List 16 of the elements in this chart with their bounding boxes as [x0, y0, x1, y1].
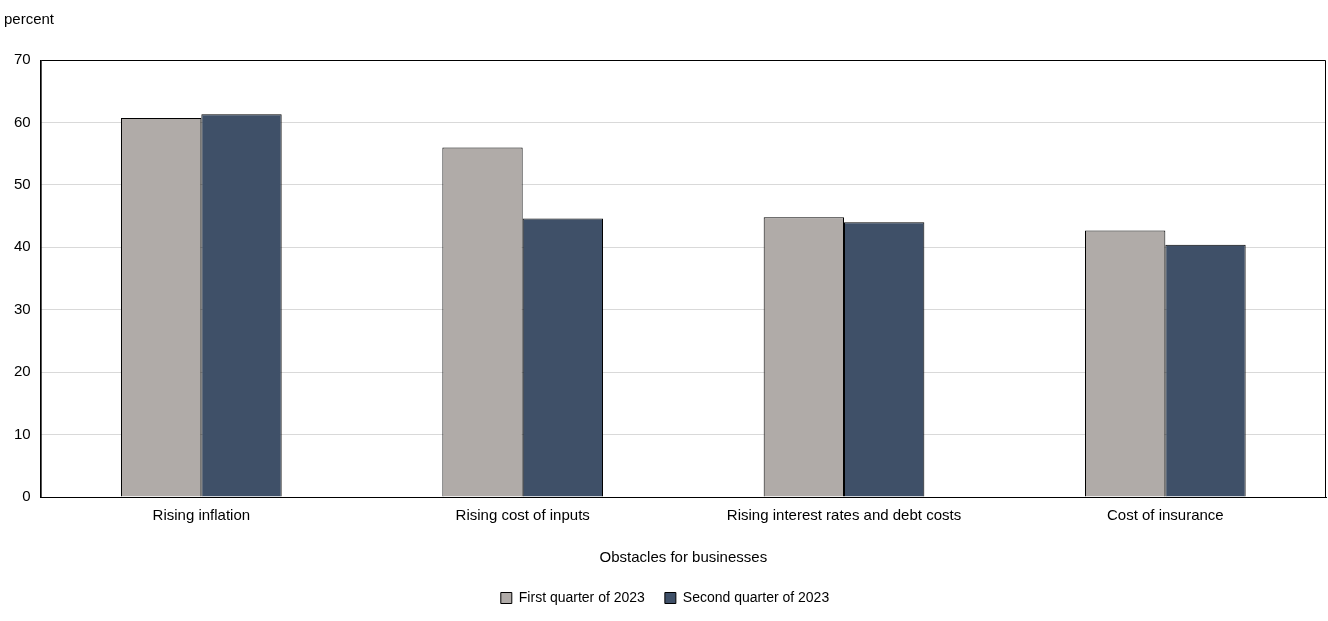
y-tick-label: 70 [14, 50, 31, 68]
x-tick-label: Rising interest rates and debt costs [726, 506, 962, 524]
x-tick-label: Rising inflation [152, 506, 251, 524]
legend-label: First quarter of 2023 [518, 588, 646, 605]
y-axis-title: percent [4, 10, 55, 27]
y-tick-label: 40 [14, 237, 31, 255]
x-axis-title: Obstacles for businesses [599, 548, 768, 566]
y-tick-label: 50 [14, 175, 31, 192]
y-tick-label: 30 [14, 299, 31, 317]
y-tick-label: 0 [22, 487, 31, 505]
y-tick-label: 60 [14, 112, 31, 130]
legend-label: Second quarter of 2023 [682, 588, 830, 605]
y-tick-label: 10 [14, 424, 31, 442]
x-tick-label: Cost of insurance [1106, 506, 1224, 524]
x-tick-label: Rising cost of inputs [455, 506, 590, 524]
y-tick-label: 20 [14, 362, 31, 380]
